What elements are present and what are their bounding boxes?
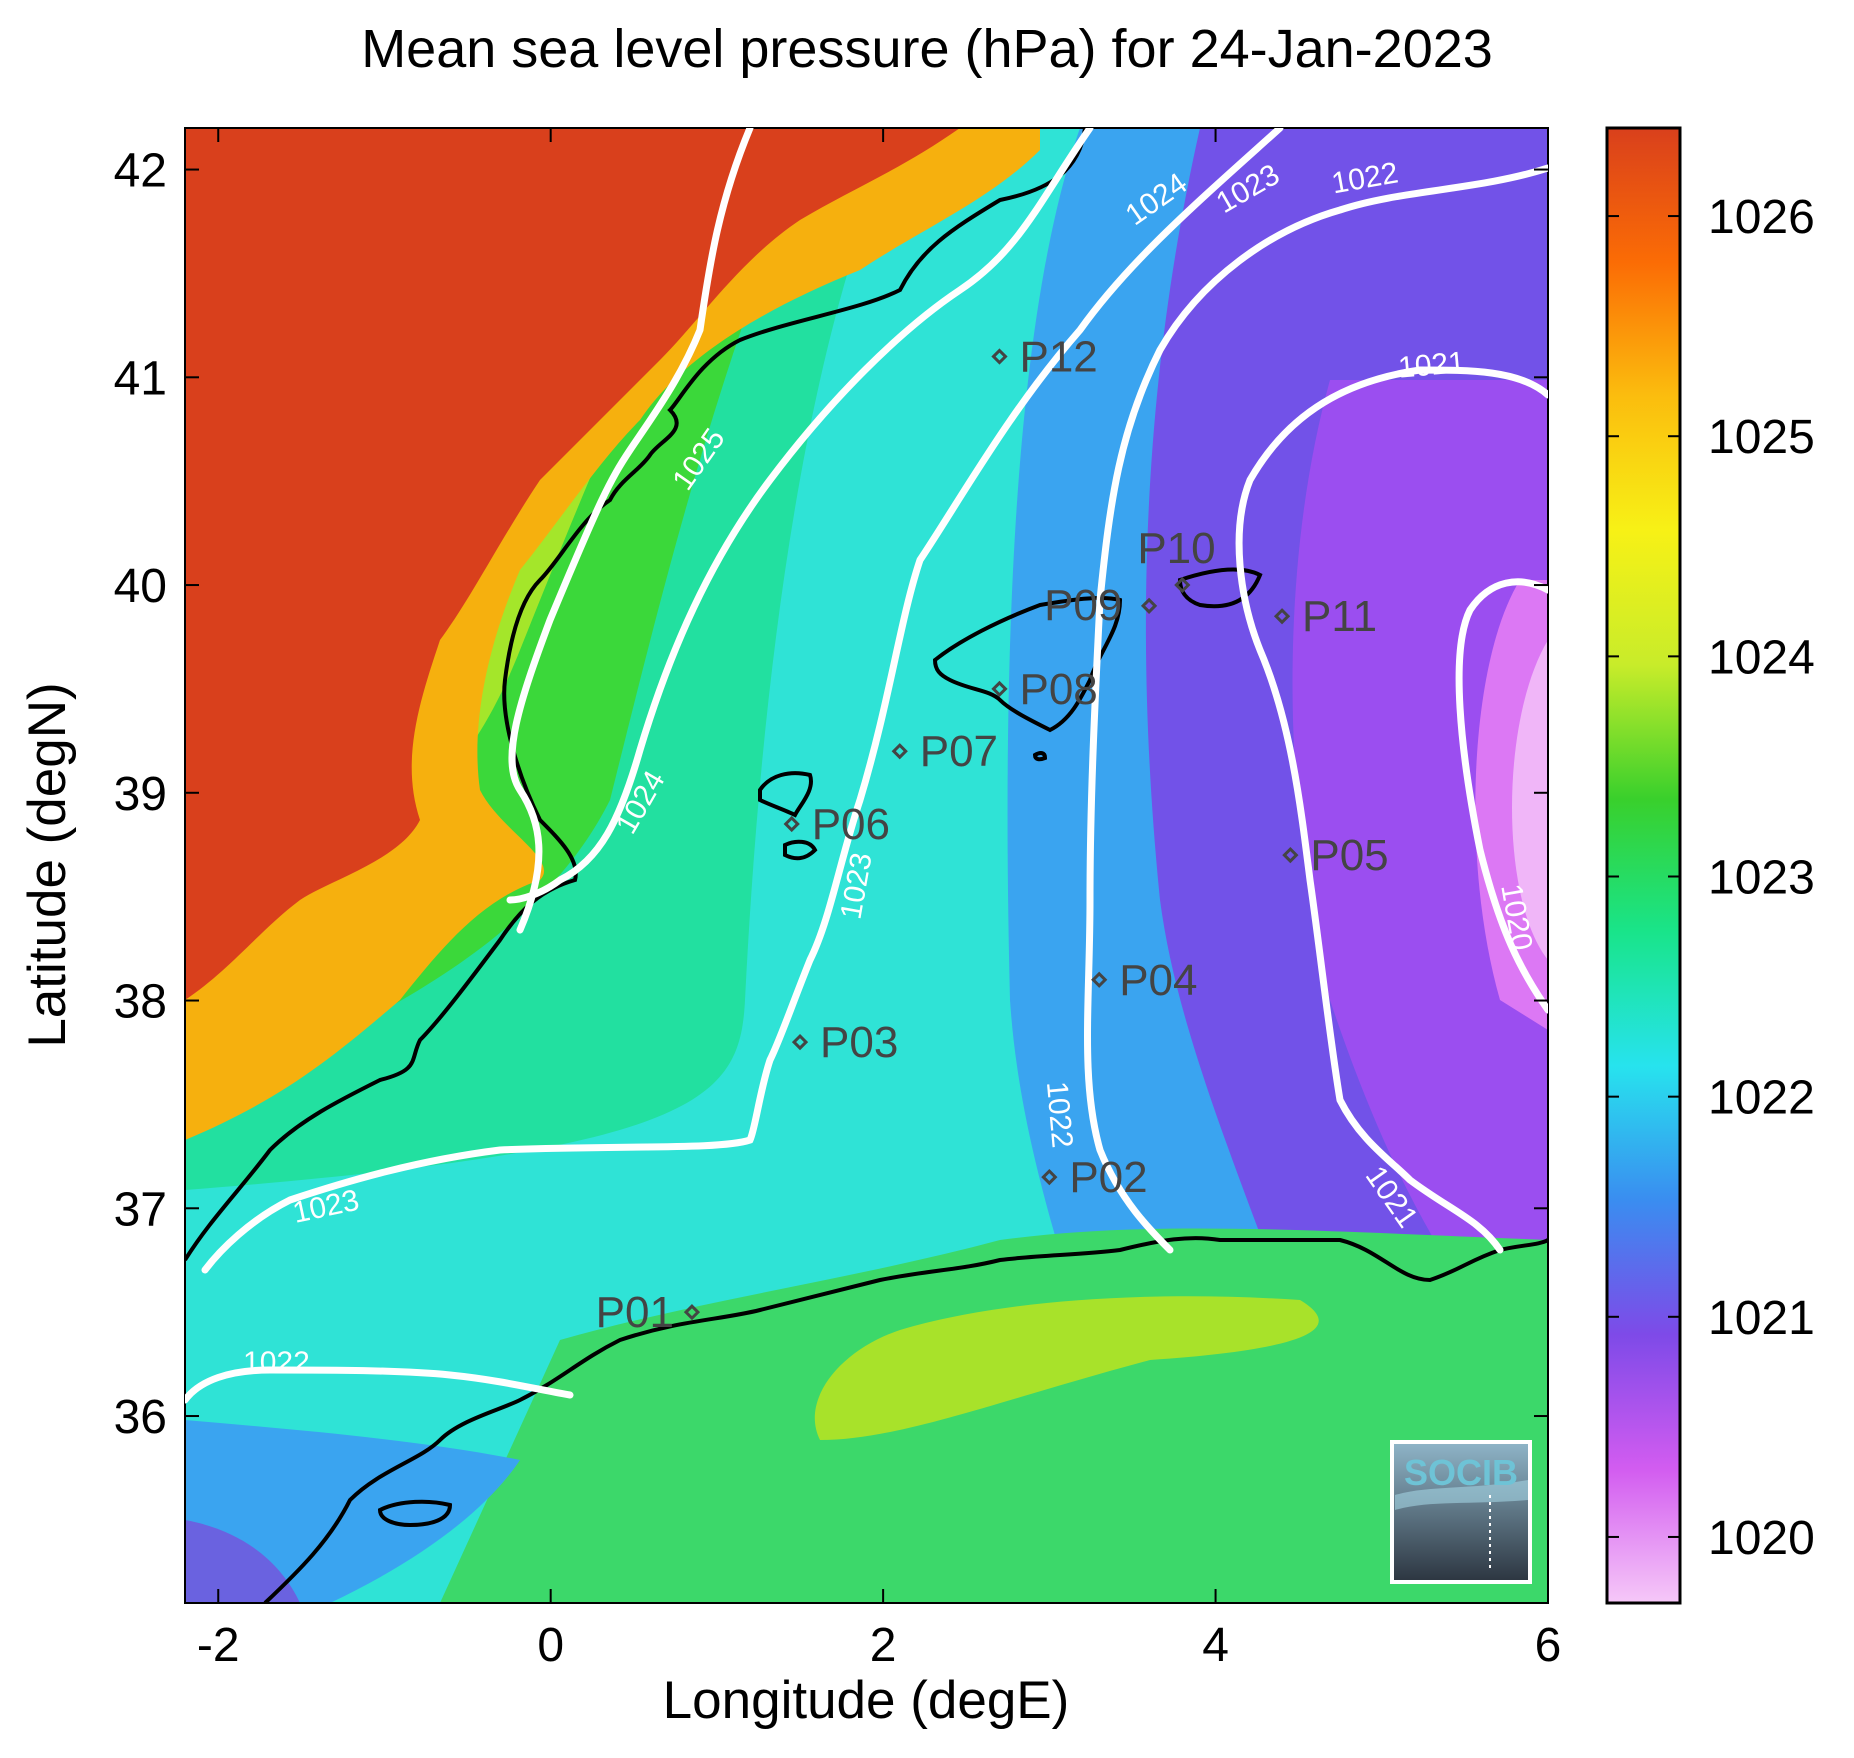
contour-1023 xyxy=(201,128,1284,1274)
y-tick-label: 36 xyxy=(114,1391,167,1444)
y-tick-label: 38 xyxy=(114,976,167,1029)
colorbar-tick-label: 1025 xyxy=(1708,411,1815,464)
y-tick-label: 41 xyxy=(114,352,167,405)
pressure-field xyxy=(185,128,1548,1603)
colorbar-ticks: 1020 1021 1022 1023 1024 1025 1026 xyxy=(1607,191,1815,1565)
coastlines xyxy=(185,128,1548,1603)
coastline-alboran xyxy=(377,1499,453,1528)
station-marker-diamond xyxy=(683,1304,701,1321)
station-label: P06 xyxy=(812,800,890,849)
field-region-sw-low xyxy=(185,1520,300,1603)
coastline-cabrera xyxy=(1032,751,1048,762)
x-tick-label: 0 xyxy=(537,1619,564,1672)
field-region-1020-5 xyxy=(1292,380,1548,1380)
socib-logo: SOCIB xyxy=(1390,1440,1532,1584)
y-tick-label: 40 xyxy=(114,560,167,613)
station-label: P12 xyxy=(1019,333,1097,382)
coastline-formentera xyxy=(783,839,818,861)
station-marker-diamond xyxy=(991,680,1008,698)
station-label: P04 xyxy=(1119,956,1197,1005)
station-marker-diamond xyxy=(1041,1168,1058,1186)
station-marker-diamond xyxy=(783,815,800,833)
station-label: P10 xyxy=(1137,524,1215,573)
station-markers: P01 P02 P03 P04 P05 P06 P07 P08 P09 P10 P11 P12 xyxy=(596,333,1389,1338)
colorbar-tick-label: 1026 xyxy=(1708,191,1815,244)
y-tick-label: 37 xyxy=(114,1183,167,1236)
colorbar xyxy=(1605,126,1682,1605)
contour-1020 xyxy=(1455,578,1548,1014)
colorbar-tick-label: 1020 xyxy=(1708,1512,1815,1565)
coastline-ibiza xyxy=(758,771,813,818)
colorbar-tick-label: 1022 xyxy=(1708,1072,1815,1125)
x-axis-label: Longitude (degE) xyxy=(663,1671,1070,1730)
station-marker-diamond xyxy=(1174,576,1191,594)
field-region-africa-ridge xyxy=(814,1296,1319,1440)
contour-1022 xyxy=(1084,164,1548,1254)
station-marker-diamond xyxy=(1282,846,1299,864)
station-marker-diamond xyxy=(1273,608,1291,625)
chart-title: Mean sea level pressure (hPa) for 24-Jan… xyxy=(361,19,1493,79)
station-label: P03 xyxy=(820,1018,898,1067)
station-label: P11 xyxy=(1302,592,1377,641)
colorbar-tick-label: 1023 xyxy=(1708,852,1815,905)
contour-1024-north xyxy=(506,128,1094,904)
x-tick-label: 4 xyxy=(1202,1619,1229,1672)
field-region-sw xyxy=(185,1420,520,1603)
field-region-1019-8 xyxy=(1512,640,1548,960)
contour-label: 1021 xyxy=(1397,346,1466,385)
y-tick-label: 42 xyxy=(114,145,167,198)
contour-1021 xyxy=(1235,366,1548,1254)
y-axis-label: Latitude (degN) xyxy=(18,682,77,1047)
x-tick-label: -2 xyxy=(197,1619,240,1672)
colorbar-tick-label: 1024 xyxy=(1708,631,1815,684)
station-label: P01 xyxy=(596,1288,674,1337)
y-axis-ticks: 36 37 38 39 40 41 42 xyxy=(114,145,1548,1444)
station-marker-diamond xyxy=(991,348,1008,365)
station-marker-diamond xyxy=(891,743,908,760)
x-tick-label: 2 xyxy=(870,1619,897,1672)
contour-1025 xyxy=(508,128,754,934)
plot-frame xyxy=(184,127,1549,1604)
contour-label: 1022 xyxy=(1040,1080,1079,1149)
coastline-africa xyxy=(263,1236,1548,1603)
contour-lines xyxy=(185,128,1548,1404)
station-label: P05 xyxy=(1310,831,1388,880)
coastline-mallorca xyxy=(932,595,1123,733)
contour-1022-sw xyxy=(185,1366,574,1404)
station-label: P08 xyxy=(1019,665,1097,714)
y-tick-label: 39 xyxy=(114,768,167,821)
colorbar-tick-label: 1021 xyxy=(1708,1292,1815,1345)
contour-label: 1022 xyxy=(243,1346,310,1379)
station-marker-diamond xyxy=(1140,597,1158,614)
station-label: P09 xyxy=(1044,581,1122,630)
x-tick-label: 6 xyxy=(1535,1619,1562,1672)
coastline-iberia xyxy=(185,128,1087,1262)
socib-logo-text: SOCIB xyxy=(1404,1452,1518,1493)
x-axis-ticks: -2 0 2 4 6 xyxy=(197,128,1561,1672)
field-region-iberia-1026 xyxy=(185,128,960,1000)
station-marker-diamond xyxy=(791,1033,809,1051)
station-label: P07 xyxy=(920,727,998,776)
station-marker-diamond xyxy=(1091,971,1108,988)
station-label: P02 xyxy=(1069,1153,1147,1202)
